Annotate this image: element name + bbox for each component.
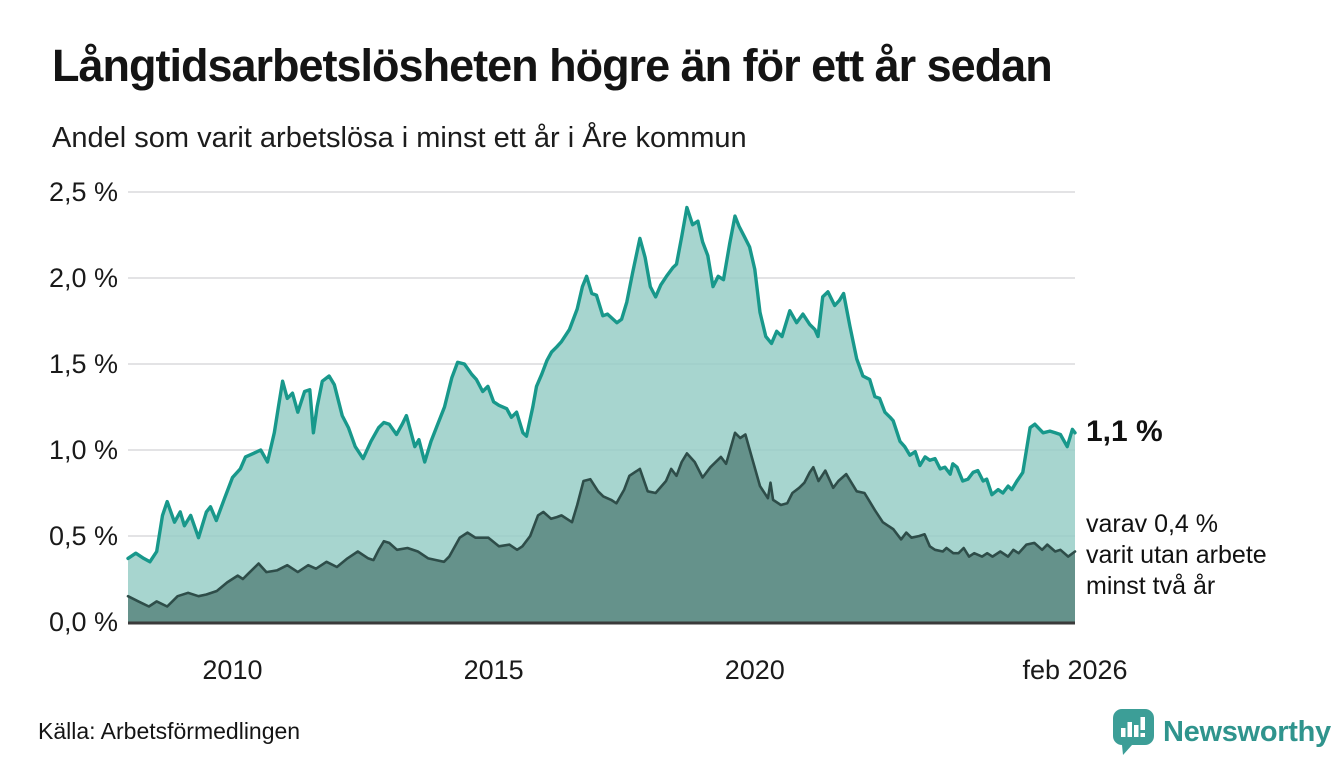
source-credit: Källa: Arbetsförmedlingen — [38, 718, 301, 744]
x-tick-label: 2015 — [463, 655, 524, 685]
secondary-series-annotation: varav 0,4 % varit utan arbete minst två … — [1086, 509, 1336, 602]
x-tick-label: 2020 — [724, 655, 785, 685]
newsworthy-wordmark: Newsworthy — [1163, 715, 1331, 748]
page-title: Långtidsarbetslösheten högre än för ett … — [52, 40, 1053, 91]
annotation-line-1: varav 0,4 % — [1086, 510, 1219, 538]
chart-subtitle: Andel som varit arbetslösa i minst ett å… — [52, 122, 747, 154]
end-value-label: 1,1 % — [1086, 414, 1163, 448]
x-tick-label: feb 2026 — [1022, 655, 1128, 685]
newsworthy-logo-icon — [1113, 709, 1154, 755]
y-tick-label: 0,5 % — [48, 521, 118, 551]
series-area — [128, 432, 1075, 622]
series-line — [126, 205, 1077, 564]
y-tick-label: 0,0 % — [48, 607, 118, 637]
newsworthy-brand-link[interactable]: Newsworthy — [1112, 708, 1331, 756]
x-tick-label: 2010 — [202, 655, 263, 685]
y-tick-label: 1,0 % — [48, 435, 118, 465]
y-tick-label: 2,5 % — [48, 177, 118, 207]
series-line — [126, 431, 1077, 608]
annotation-line-2: varit utan arbete — [1086, 541, 1267, 569]
y-tick-label: 1,5 % — [48, 349, 118, 379]
annotation-line-3: minst två år — [1086, 572, 1216, 600]
y-tick-label: 2,0 % — [48, 263, 118, 293]
